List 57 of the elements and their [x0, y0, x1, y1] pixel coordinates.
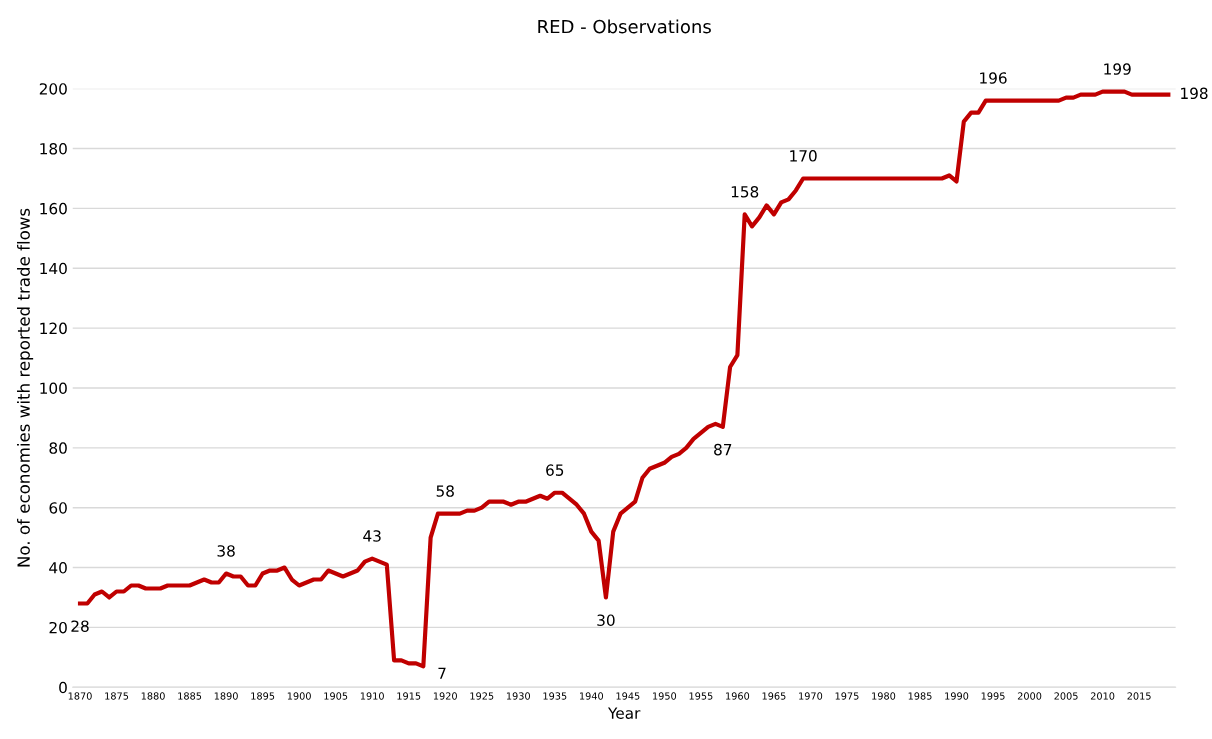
y-tick-label: 60	[49, 502, 67, 514]
x-axis-title: Year	[607, 707, 641, 719]
x-tick-label: 1930	[506, 692, 530, 700]
x-tick-label: 1910	[360, 692, 384, 700]
y-tick-label: 40	[49, 562, 67, 574]
x-tick-label: 1920	[433, 692, 457, 700]
x-tick-label: 1980	[872, 692, 896, 700]
x-tick-label: 1915	[397, 692, 421, 700]
y-tick-label: 20	[49, 621, 67, 634]
x-tick-label: 1875	[105, 692, 129, 700]
annotation: 170	[790, 150, 817, 162]
y-tick-label: 80	[49, 442, 67, 454]
x-tick-label: 1995	[981, 692, 1005, 700]
x-tick-label: 2000	[1017, 692, 1042, 700]
x-tick-label: 2005	[1054, 692, 1078, 700]
y-tick-label: 160	[40, 202, 67, 215]
annotation: 43	[363, 530, 381, 542]
annotation: 199	[1104, 63, 1131, 75]
annotation: 158	[731, 185, 759, 198]
x-tick-label: 1945	[616, 692, 640, 700]
x-tick-label: 1990	[945, 692, 969, 700]
x-tick-label: 1975	[835, 692, 859, 700]
x-tick-label: 2015	[1127, 692, 1151, 700]
annotation: 58	[436, 485, 454, 497]
x-tick-label: 1895	[251, 692, 275, 700]
x-tick-label: 1880	[141, 692, 165, 700]
x-tick-label: 2010	[1090, 692, 1115, 700]
y-tick-label: 200	[39, 83, 67, 95]
annotation: 198	[1181, 87, 1208, 100]
y-tick-label: 180	[40, 143, 67, 155]
y-tick-label: 140	[40, 262, 67, 275]
x-tick-label: 1960	[726, 692, 750, 700]
x-tick-label: 1885	[178, 692, 202, 700]
x-tick-label: 1900	[287, 692, 311, 700]
y-tick-label: 120	[40, 322, 67, 335]
x-tick-label: 1935	[543, 692, 567, 700]
annotation: 196	[980, 72, 1007, 84]
annotation: 38	[217, 545, 235, 557]
annotation: 65	[546, 464, 564, 476]
x-tick-label: 1905	[324, 692, 348, 700]
x-tick-label: 1985	[908, 692, 932, 700]
x-tick-label: 1955	[689, 692, 713, 700]
annotation: 28	[71, 620, 89, 632]
chart-title: RED - Observations	[538, 19, 711, 34]
x-tick-label: 1940	[580, 692, 604, 700]
x-tick-label: 1965	[762, 692, 786, 700]
annotation: 87	[714, 443, 732, 456]
y-tick-label: 100	[40, 382, 67, 394]
x-tick-label: 1950	[653, 692, 677, 700]
annotation: 7	[438, 667, 446, 679]
y-tick-label: 0	[59, 681, 67, 694]
x-tick-label: 1890	[214, 692, 238, 700]
x-tick-label: 1970	[799, 692, 823, 700]
x-tick-label: 1870	[68, 692, 92, 700]
y-axis-title: No. of economies with reported trade flows	[17, 208, 34, 567]
x-tick-label: 1925	[470, 692, 494, 700]
annotation: 30	[597, 614, 615, 626]
